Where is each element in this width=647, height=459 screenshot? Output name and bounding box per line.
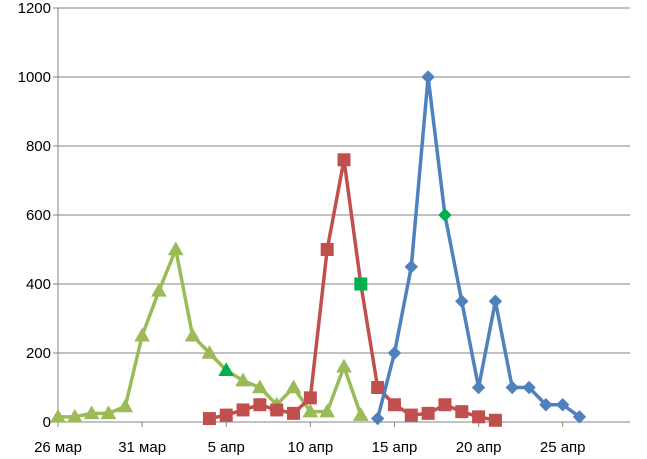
data-point-square	[354, 277, 368, 291]
x-tick-label: 5 апр	[208, 439, 245, 456]
data-point-square	[371, 381, 385, 394]
x-tick-labels: 26 мар 31 мар 5 апр 10 апр 15 апр 20 апр 25 ап…	[34, 439, 585, 456]
data-point-triangle	[285, 379, 302, 394]
data-point-diamond	[438, 208, 452, 222]
data-point-diamond	[455, 294, 469, 308]
data-point-diamond	[555, 398, 570, 412]
x-tick-label: 25 апр	[540, 439, 586, 456]
data-point-square	[421, 406, 435, 420]
data-point-triangle	[302, 403, 319, 418]
data-point-diamond	[505, 380, 519, 395]
data-point-square	[270, 403, 284, 417]
data-point-square	[337, 153, 351, 167]
x-tick-label: 10 апр	[288, 439, 334, 456]
data-point-triangle	[83, 405, 100, 420]
data-point-diamond	[522, 380, 536, 395]
data-point-diamond	[421, 70, 435, 84]
data-point-square	[438, 398, 452, 412]
data-point-diamond	[488, 294, 503, 308]
data-point-square	[387, 398, 401, 412]
data-point-triangle	[184, 327, 201, 342]
x-tick-label: 15 апр	[372, 439, 418, 456]
data-point-triangle	[319, 403, 336, 418]
data-point-square	[253, 398, 267, 412]
data-point-triangle	[352, 407, 369, 421]
data-point-square	[488, 413, 502, 427]
data-point-diamond	[370, 411, 385, 426]
series-diamond	[370, 70, 587, 426]
data-point-diamond	[572, 410, 587, 424]
x-tick-label: 31 мар	[118, 439, 166, 456]
data-point-diamond	[387, 346, 402, 360]
data-point-triangle	[50, 408, 66, 423]
series-square	[202, 153, 502, 427]
data-point-square	[236, 403, 250, 417]
gridlines	[58, 7, 630, 354]
data-point-triangle	[252, 379, 268, 394]
data-point-triangle	[218, 362, 235, 376]
data-point-diamond	[471, 380, 486, 395]
series-triangle	[50, 241, 369, 423]
y-tick-label: 600	[26, 207, 51, 224]
data-point-square	[219, 408, 233, 422]
data-point-diamond	[404, 260, 419, 274]
data-point-square	[404, 408, 418, 422]
data-point-triangle	[336, 358, 352, 373]
data-point-triangle	[167, 241, 184, 256]
series-line	[209, 158, 496, 422]
x-tick-label: 26 мар	[34, 439, 82, 456]
series-line	[375, 75, 581, 419]
y-tick-label: 0	[43, 414, 51, 431]
data-point-triangle	[235, 372, 251, 387]
data-point-square	[202, 412, 216, 426]
data-point-square	[320, 243, 334, 256]
axes	[53, 7, 630, 427]
x-tick-label: 20 апр	[456, 439, 502, 456]
data-point-triangle	[117, 398, 134, 413]
data-point-square	[303, 391, 317, 405]
y-tick-label: 400	[26, 276, 51, 293]
data-point-triangle	[66, 408, 83, 423]
series-layer	[50, 70, 587, 427]
data-point-triangle	[151, 282, 167, 297]
y-tick-label: 1000	[18, 69, 51, 86]
data-point-square	[455, 405, 469, 419]
data-point-diamond	[539, 398, 553, 412]
y-tick-label: 200	[26, 345, 51, 362]
data-point-triangle	[100, 405, 117, 420]
data-point-triangle	[134, 327, 150, 342]
y-tick-label: 800	[26, 138, 51, 155]
data-point-square	[472, 410, 486, 424]
data-point-square	[287, 406, 301, 420]
y-tick-labels: 0 200 400 600 800 1000 1200	[18, 0, 51, 431]
data-point-triangle	[201, 344, 218, 359]
y-tick-label: 1200	[18, 0, 51, 17]
